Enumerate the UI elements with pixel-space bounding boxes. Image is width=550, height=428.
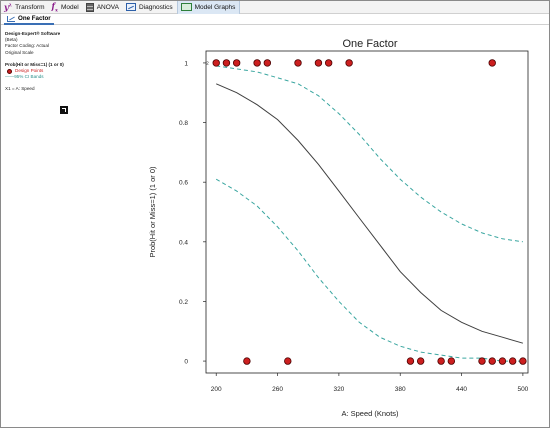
legend-design-points-label: Design Points bbox=[15, 68, 44, 74]
one-factor-graph-icon bbox=[7, 15, 15, 22]
software-beta: (Beta) bbox=[5, 37, 18, 43]
diagnostics-chart-icon bbox=[125, 3, 136, 11]
x-axis: 200 260 320 380 440 500 bbox=[211, 373, 529, 393]
factor-label: X1 = A: Speed bbox=[5, 86, 35, 92]
graph-info-panel: Design-Expert® Software (Beta) Factor Co… bbox=[5, 31, 125, 93]
anova-table-icon bbox=[85, 2, 94, 12]
ci-upper-band bbox=[216, 65, 523, 243]
point-count-annotation: 2 bbox=[206, 61, 209, 66]
x-tick-label: 200 bbox=[211, 386, 222, 393]
design-point bbox=[253, 59, 261, 67]
x-tick-label: 500 bbox=[517, 386, 528, 393]
y-tick-label: 0 bbox=[184, 359, 188, 366]
transform-icon: yλ bbox=[4, 2, 13, 12]
design-point bbox=[243, 357, 251, 365]
fit-line bbox=[216, 83, 524, 344]
toolbar-diagnostics-button[interactable]: Diagnostics bbox=[123, 1, 177, 14]
design-point bbox=[345, 59, 353, 67]
chart-title: One Factor bbox=[342, 38, 397, 50]
design-point bbox=[294, 59, 302, 67]
y-tick-label: 0.4 bbox=[179, 239, 188, 246]
design-point-marker-icon bbox=[7, 68, 12, 74]
design-point bbox=[519, 357, 527, 365]
design-points bbox=[212, 59, 527, 365]
design-point bbox=[416, 357, 425, 365]
main-toolbar: yλ Transform fx Model ANOVA Diagnostics … bbox=[1, 0, 549, 14]
toolbar-diagnostics-label: Diagnostics bbox=[138, 3, 173, 11]
design-point bbox=[488, 357, 496, 365]
toolbar-model-graphs-label: Model Graphs bbox=[194, 3, 236, 11]
legend-ci-bands-label: ——95% CI Bands bbox=[5, 74, 44, 80]
design-point bbox=[263, 59, 272, 67]
design-point bbox=[488, 59, 496, 67]
toolbar-model-graphs-button[interactable]: Model Graphs bbox=[176, 0, 241, 14]
design-point bbox=[498, 357, 507, 365]
x-tick-label: 440 bbox=[456, 386, 467, 393]
tab-one-factor[interactable]: One Factor bbox=[4, 14, 54, 25]
factor-coding: Factor Coding: Actual bbox=[5, 43, 49, 49]
toolbar-anova-label: ANOVA bbox=[96, 3, 119, 11]
response-name: Prob(Hit or Miss=1) (1 or 0) bbox=[5, 61, 64, 67]
design-point bbox=[314, 59, 323, 67]
x-tick-label: 320 bbox=[333, 386, 344, 393]
model-graphs-icon bbox=[180, 3, 192, 11]
toolbar-transform-button[interactable]: yλ Transform bbox=[1, 1, 49, 14]
y-tick-label: 1 bbox=[184, 60, 188, 67]
legend-ci-bands: ——95% CI Bands bbox=[5, 74, 125, 80]
toolbar-anova-button[interactable]: ANOVA bbox=[83, 1, 123, 14]
design-point bbox=[324, 59, 333, 67]
y-tick-label: 0.8 bbox=[179, 120, 188, 127]
ci-lower-band bbox=[215, 178, 523, 362]
x-tick-label: 260 bbox=[272, 386, 283, 393]
design-point bbox=[232, 59, 241, 67]
design-point bbox=[508, 357, 517, 365]
x-axis-label: A: Speed (Knots) bbox=[341, 409, 399, 418]
toolbar-transform-label: Transform bbox=[15, 3, 45, 11]
x-tick-label: 380 bbox=[395, 386, 406, 393]
y-tick-label: 0.6 bbox=[179, 180, 188, 187]
y-tick-label: 0.2 bbox=[179, 299, 188, 306]
plot-area bbox=[205, 50, 529, 374]
toolbar-model-button[interactable]: fx Model bbox=[49, 1, 83, 14]
design-point bbox=[447, 357, 456, 365]
software-name: Design-Expert® Software bbox=[5, 31, 61, 36]
y-axis: 0 0.2 0.4 0.6 0.8 1 bbox=[179, 60, 206, 366]
toolbar-model-label: Model bbox=[60, 3, 79, 11]
fx-icon: fx bbox=[51, 0, 58, 14]
design-point bbox=[222, 59, 231, 67]
graph-subtab-bar: One Factor bbox=[1, 14, 549, 25]
design-point bbox=[478, 357, 486, 365]
y-axis-label: Prob(Hit or Miss=1) (1 or 0) bbox=[148, 166, 157, 258]
export-icon[interactable] bbox=[60, 106, 68, 114]
legend-design-points: Design Points bbox=[5, 68, 125, 74]
design-point bbox=[406, 357, 415, 365]
design-point bbox=[212, 59, 220, 67]
tab-one-factor-label: One Factor bbox=[18, 15, 51, 22]
design-point bbox=[284, 357, 292, 365]
scale-text: Original Scale bbox=[5, 49, 34, 55]
design-point bbox=[437, 357, 445, 365]
